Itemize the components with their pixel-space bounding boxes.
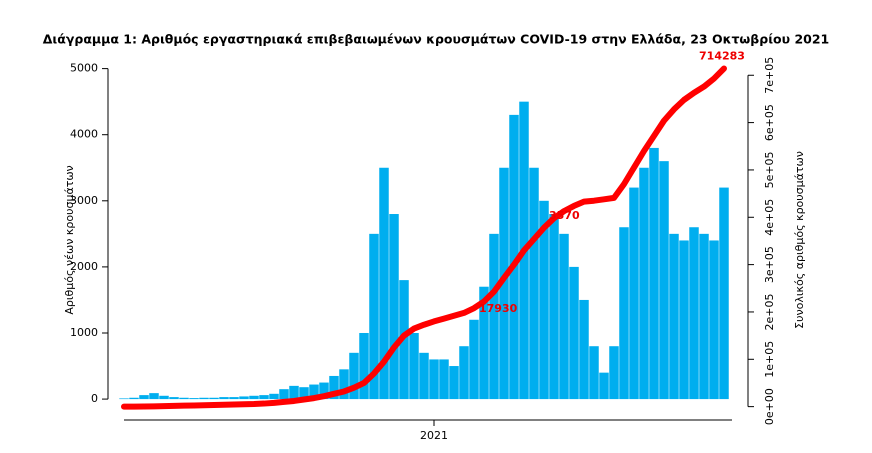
y-tick-label: 3000 bbox=[70, 194, 98, 207]
bar bbox=[349, 352, 359, 400]
y-tick-label: 2000 bbox=[70, 260, 98, 273]
bar bbox=[289, 385, 299, 400]
y2-tick-label: 3e+05 bbox=[763, 246, 776, 283]
bar bbox=[319, 382, 329, 400]
y-tick-label: 0 bbox=[91, 392, 98, 405]
y-tick-label: 1000 bbox=[70, 326, 98, 339]
bar bbox=[699, 233, 709, 400]
y2-tick-label: 1e+05 bbox=[763, 341, 776, 378]
chart-title: Διάγραμμα 1: Αριθμός εργαστηριακά επιβεβ… bbox=[43, 32, 829, 47]
bar bbox=[209, 397, 219, 400]
bar bbox=[219, 397, 229, 400]
bar bbox=[259, 395, 269, 400]
bar bbox=[379, 167, 389, 400]
bar bbox=[179, 397, 189, 400]
bar bbox=[169, 397, 179, 400]
bar bbox=[369, 233, 379, 400]
bar bbox=[239, 396, 249, 400]
y-tick-label: 4000 bbox=[70, 128, 98, 141]
bar bbox=[609, 346, 619, 400]
annotation: 17930 bbox=[479, 302, 518, 315]
bar bbox=[709, 240, 719, 400]
bar bbox=[359, 332, 369, 400]
bar bbox=[589, 346, 599, 400]
bar bbox=[529, 167, 539, 400]
bar bbox=[429, 359, 439, 400]
bar bbox=[679, 240, 689, 400]
bar bbox=[719, 187, 729, 400]
y2-tick-label: 5e+05 bbox=[763, 151, 776, 188]
bar bbox=[499, 167, 509, 400]
bar bbox=[149, 393, 159, 400]
y-axis-label: Αριθμός νέων κρουσμάτων bbox=[63, 165, 76, 314]
bar bbox=[409, 332, 419, 400]
bar bbox=[669, 233, 679, 400]
bar bbox=[339, 369, 349, 400]
annotation: 3570 bbox=[549, 209, 580, 222]
y2-axis-label: Συνολικός αριθμός κρουσμάτων bbox=[793, 151, 806, 329]
x-tick-label: 2021 bbox=[420, 429, 448, 442]
bar bbox=[549, 214, 559, 400]
cumulative-line bbox=[121, 65, 727, 410]
bar bbox=[279, 389, 289, 400]
y-tick-label: 5000 bbox=[70, 62, 98, 75]
bar bbox=[389, 214, 399, 400]
bar bbox=[159, 395, 169, 400]
bar bbox=[299, 387, 309, 400]
bar bbox=[639, 167, 649, 400]
bar bbox=[689, 227, 699, 400]
bar bbox=[129, 397, 139, 400]
bar bbox=[189, 398, 199, 400]
bar bbox=[539, 200, 549, 400]
y2-tick-label: 0e+00 bbox=[763, 388, 776, 425]
bar bbox=[649, 147, 659, 400]
bar bbox=[249, 395, 259, 400]
bar bbox=[569, 266, 579, 400]
bar bbox=[469, 319, 479, 400]
bar bbox=[199, 397, 209, 400]
bar bbox=[659, 161, 669, 400]
bar bbox=[309, 384, 319, 400]
bar bbox=[139, 395, 149, 400]
bar bbox=[229, 397, 239, 400]
bar bbox=[559, 233, 569, 400]
bar bbox=[449, 366, 459, 400]
bar bbox=[579, 299, 589, 400]
bar bbox=[329, 375, 339, 400]
bar bbox=[439, 359, 449, 400]
y2-tick-label: 7e+05 bbox=[763, 57, 776, 94]
bar bbox=[509, 114, 519, 400]
y2-tick-label: 2e+05 bbox=[763, 293, 776, 330]
bar bbox=[269, 393, 279, 400]
bar bbox=[629, 187, 639, 400]
bar bbox=[459, 346, 469, 400]
bar bbox=[419, 352, 429, 400]
bar bbox=[619, 227, 629, 400]
bar bbox=[489, 233, 499, 400]
bar bbox=[479, 286, 489, 400]
end-label: 714283 bbox=[699, 49, 745, 62]
y2-tick-label: 4e+05 bbox=[763, 199, 776, 236]
bar bbox=[119, 398, 129, 400]
bar bbox=[599, 372, 609, 400]
y2-tick-label: 6e+05 bbox=[763, 104, 776, 141]
